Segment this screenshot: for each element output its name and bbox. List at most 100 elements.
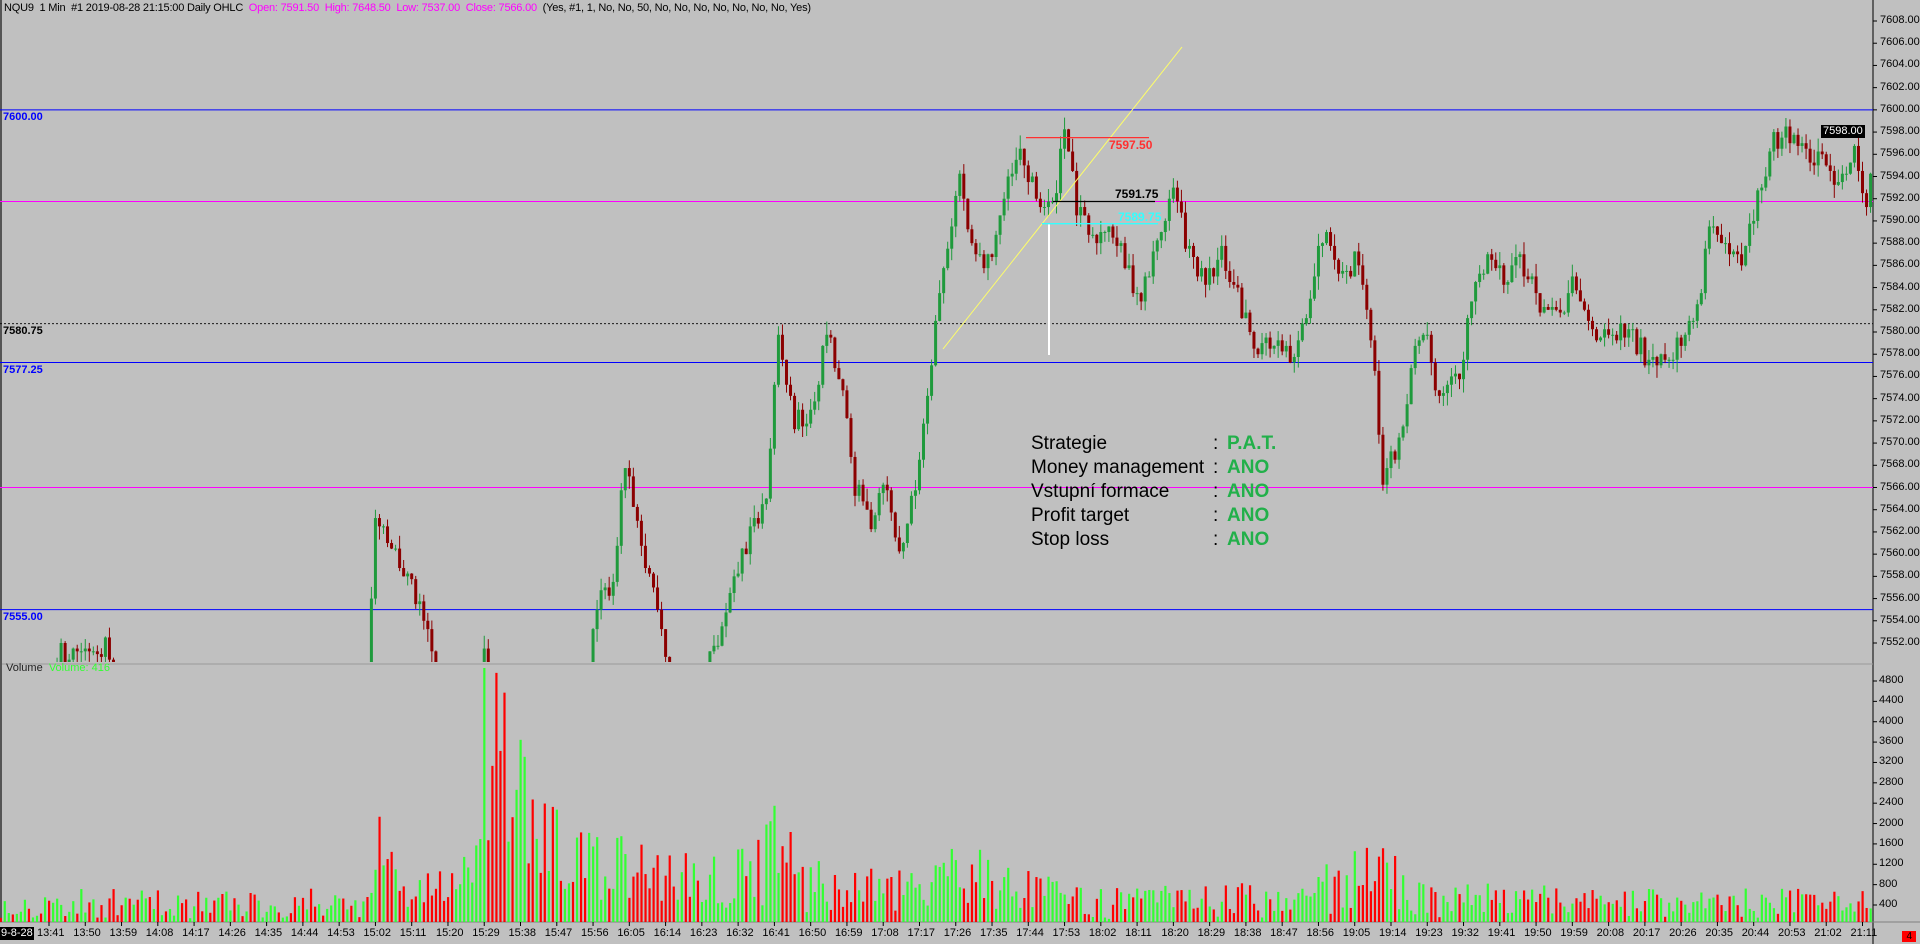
candle-body	[39, 693, 42, 699]
candle-body	[301, 707, 304, 718]
volume-bar	[471, 882, 474, 922]
candle-body	[491, 676, 494, 698]
candle-body	[107, 637, 111, 660]
volume-bar	[753, 896, 756, 922]
volume-bar	[1365, 847, 1369, 922]
candle-body	[346, 701, 349, 718]
candle-body	[1421, 334, 1425, 341]
candle-body	[1562, 312, 1566, 314]
candle-body	[720, 626, 724, 646]
candle-body	[269, 704, 272, 707]
volume-bar	[1849, 903, 1852, 922]
candle-body	[459, 721, 462, 727]
candle-body	[567, 693, 570, 696]
candle-body	[519, 710, 522, 716]
volume-bar	[1627, 915, 1630, 922]
volume-bar	[1692, 902, 1695, 922]
volume-bar	[588, 832, 591, 922]
candle-body	[994, 234, 998, 258]
volume-bar	[1535, 902, 1538, 922]
candle-body	[535, 699, 538, 718]
volume-bar	[1007, 867, 1010, 922]
volume-bar	[1784, 897, 1788, 922]
candle-body	[1357, 251, 1361, 266]
candle-body	[1582, 301, 1586, 310]
volume-bar	[555, 809, 558, 922]
candle-body	[668, 656, 672, 662]
candle-body	[95, 651, 99, 655]
volume-bar	[1083, 913, 1086, 922]
volume-bar	[926, 905, 929, 922]
candle-body	[1736, 251, 1740, 255]
info-key: Money management	[1031, 457, 1205, 478]
volume-bar	[725, 907, 728, 922]
time-tick-label: 15:20	[435, 927, 464, 939]
candle-body	[1607, 329, 1611, 335]
candle-body	[837, 368, 841, 380]
volume-bar	[172, 915, 176, 922]
candle-body	[664, 629, 668, 657]
volume-bar	[809, 867, 812, 922]
volume-bar	[261, 917, 264, 922]
candle-body	[1393, 451, 1397, 460]
candle-body	[1111, 226, 1115, 238]
candle-body	[797, 409, 801, 430]
time-tick-label: 20:17	[1632, 927, 1661, 939]
volume-bar	[1547, 897, 1550, 922]
volume-bar	[676, 899, 679, 922]
candle-body	[1578, 290, 1582, 302]
candle-body	[591, 629, 595, 662]
volume-bar	[1623, 891, 1626, 922]
volume-bar	[1027, 871, 1030, 922]
volume-bar	[733, 898, 736, 922]
volume-bar	[1704, 908, 1707, 922]
volume-bar	[1857, 901, 1860, 922]
candle-body	[1240, 287, 1244, 319]
volume-bar	[1111, 904, 1115, 922]
volume-bar	[684, 853, 687, 922]
volume-bar	[596, 837, 599, 922]
volume-bar	[757, 839, 760, 922]
volume-bar	[209, 912, 212, 922]
candle-body	[1768, 151, 1772, 177]
candle-body	[1683, 334, 1687, 346]
volume-bar	[1841, 910, 1844, 922]
candle-body	[1260, 343, 1264, 355]
candle-body	[599, 590, 603, 610]
volume-bar	[1555, 888, 1558, 922]
candle-body	[410, 573, 414, 580]
volume-bar	[108, 898, 111, 922]
time-tick-label: 15:29	[472, 927, 500, 939]
trendline[interactable]	[942, 46, 1183, 350]
candle-body	[986, 254, 990, 269]
candle-body	[1844, 173, 1848, 175]
volume-bar	[575, 837, 579, 922]
volume-bar	[704, 899, 708, 922]
volume-bar	[765, 824, 768, 922]
candle-body	[1856, 145, 1860, 171]
candle-body	[1707, 226, 1711, 249]
volume-bar	[1091, 916, 1094, 922]
candle-body	[245, 701, 248, 718]
time-tick-label: 18:20	[1161, 927, 1189, 939]
volume-bar	[112, 889, 115, 922]
time-tick-label: 16:14	[653, 927, 682, 939]
volume-bar	[1200, 898, 1203, 922]
volume-bar	[1676, 897, 1679, 922]
candle-body	[1042, 207, 1046, 209]
candle-body	[627, 468, 631, 477]
candle-body	[455, 726, 458, 729]
volume-bar	[140, 890, 143, 922]
info-value: P.A.T.	[1227, 433, 1277, 454]
time-tick-label: 19:41	[1487, 927, 1516, 939]
candle-body	[970, 229, 974, 244]
candle-body	[75, 648, 79, 652]
candle-body	[611, 581, 615, 596]
volume-bar	[382, 865, 385, 922]
candle-body	[575, 690, 578, 698]
volume-bar	[366, 897, 369, 922]
info-key: Strategie	[1031, 433, 1108, 454]
volume-bar	[1277, 891, 1280, 922]
candle-body	[588, 679, 591, 704]
